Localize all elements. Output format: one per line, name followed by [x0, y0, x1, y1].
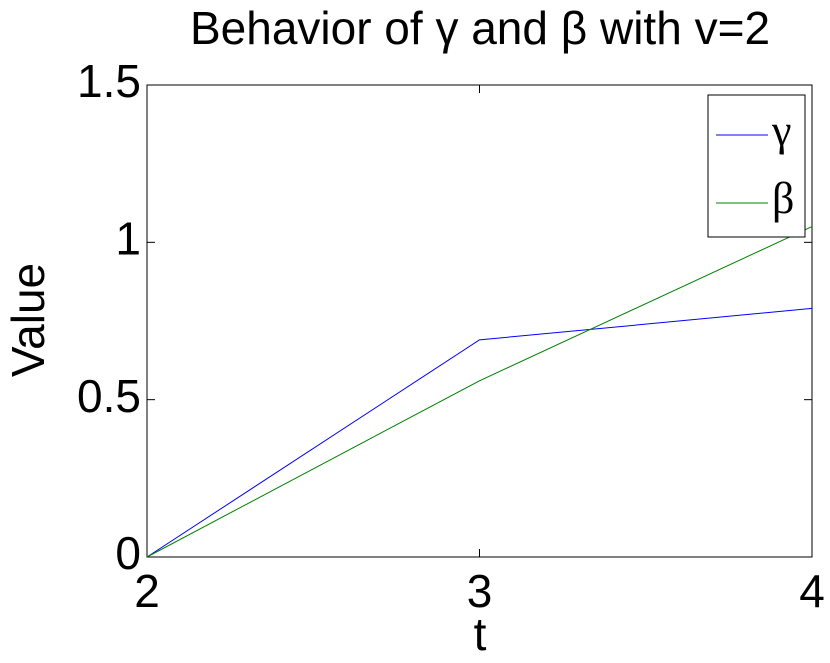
x-axis-label: t [474, 608, 487, 660]
y-tick-label: 0.5 [77, 370, 141, 422]
y-axis-label: Value [2, 263, 54, 377]
legend-label: γ [771, 106, 791, 155]
y-tick-label: 1.5 [77, 55, 141, 107]
legend-label: β [772, 174, 794, 223]
x-tick-label: 4 [799, 565, 825, 617]
line-series [146, 307, 813, 558]
chart-title: Behavior of γ and β with v=2 [190, 2, 770, 54]
y-tick-label: 1 [115, 212, 141, 264]
legend-box [707, 94, 806, 238]
x-tick-label: 2 [134, 565, 160, 617]
y-tick-label: 0 [115, 527, 141, 579]
x-tick-label: 3 [467, 565, 493, 617]
line-series [146, 226, 813, 558]
